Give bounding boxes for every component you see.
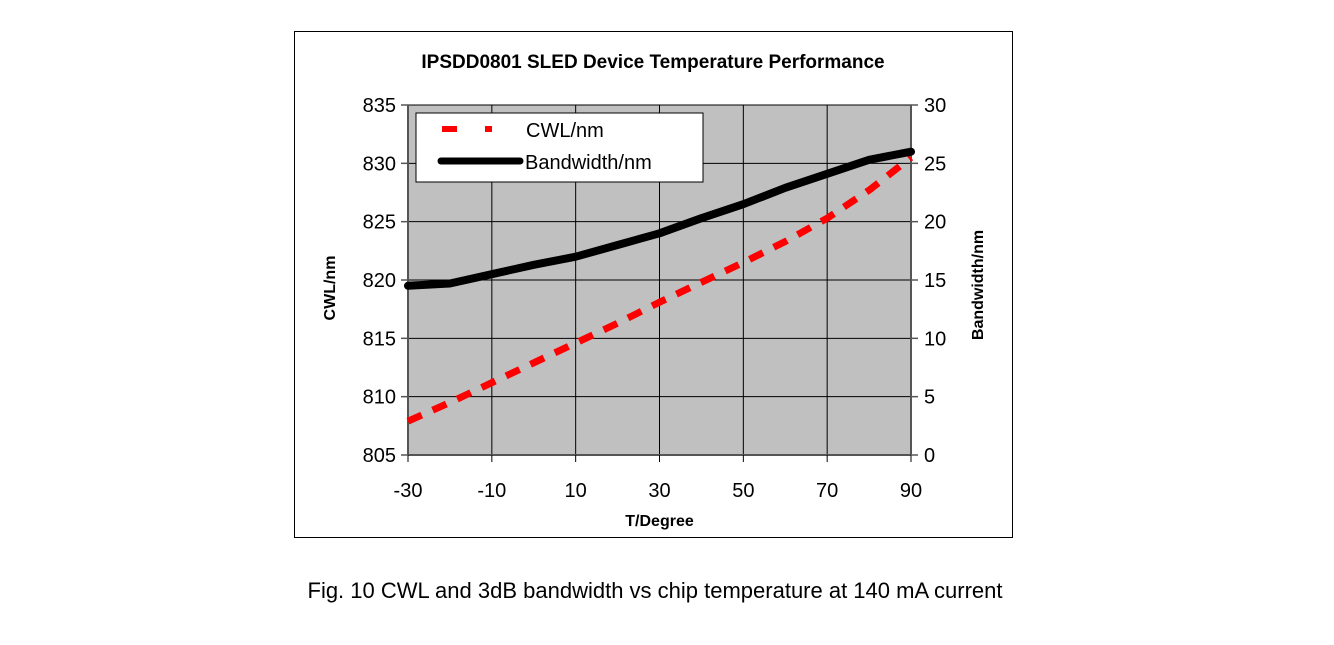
x-tick-label: 90 (900, 480, 922, 502)
y2-tick-label: 15 (924, 270, 946, 292)
y-axis-label: CWL/nm (322, 256, 339, 321)
series-line-bandwidth (404, 147, 915, 290)
axes (401, 104, 918, 462)
y-tick-label: 825 (363, 212, 396, 234)
y-tick-label: 830 (363, 153, 396, 175)
y-tick-label: 820 (363, 270, 396, 292)
x-tick-label: 70 (816, 480, 838, 502)
x-axis-label: T/Degree (625, 513, 694, 530)
y2-tick-label: 5 (924, 387, 935, 409)
series-group (404, 147, 915, 425)
chart-title: IPSDD0801 SLED Device Temperature Perfor… (421, 52, 884, 73)
x-tick-label: 30 (648, 480, 670, 502)
series-line-cwl (406, 154, 914, 425)
y2-tick-label: 0 (924, 445, 935, 467)
y2-tick-label: 10 (924, 328, 946, 350)
x-tick-label: -10 (477, 480, 506, 502)
y2-axis-label: Bandwidth/nm (970, 230, 987, 340)
y2-tick-label: 20 (924, 212, 946, 234)
y-tick-label: 810 (363, 387, 396, 409)
legend-label-cwl: CWL/nm (526, 120, 604, 142)
chart-frame: IPSDD0801 SLED Device Temperature Perfor… (294, 31, 1013, 538)
tick-labels: -30 -10 10 30 50 70 90 805 810 815 820 825 830 835 0 5 1… (363, 95, 947, 502)
chart: IPSDD0801 SLED Device Temperature Perfor… (322, 52, 987, 530)
legend: CWL/nm Bandwidth/nm (415, 112, 704, 183)
x-tick-label: -30 (394, 480, 423, 502)
y-tick-label: 805 (363, 445, 396, 467)
figure-caption: Fig. 10 CWL and 3dB bandwidth vs chip te… (307, 578, 1003, 603)
y-tick-label: 835 (363, 95, 396, 117)
x-tick-label: 50 (732, 480, 754, 502)
legend-label-bandwidth: Bandwidth/nm (525, 152, 652, 174)
x-tick-label: 10 (565, 480, 587, 502)
y2-tick-label: 25 (924, 153, 946, 175)
y-tick-label: 815 (363, 328, 396, 350)
y2-tick-label: 30 (924, 95, 946, 117)
legend-box (415, 112, 704, 183)
